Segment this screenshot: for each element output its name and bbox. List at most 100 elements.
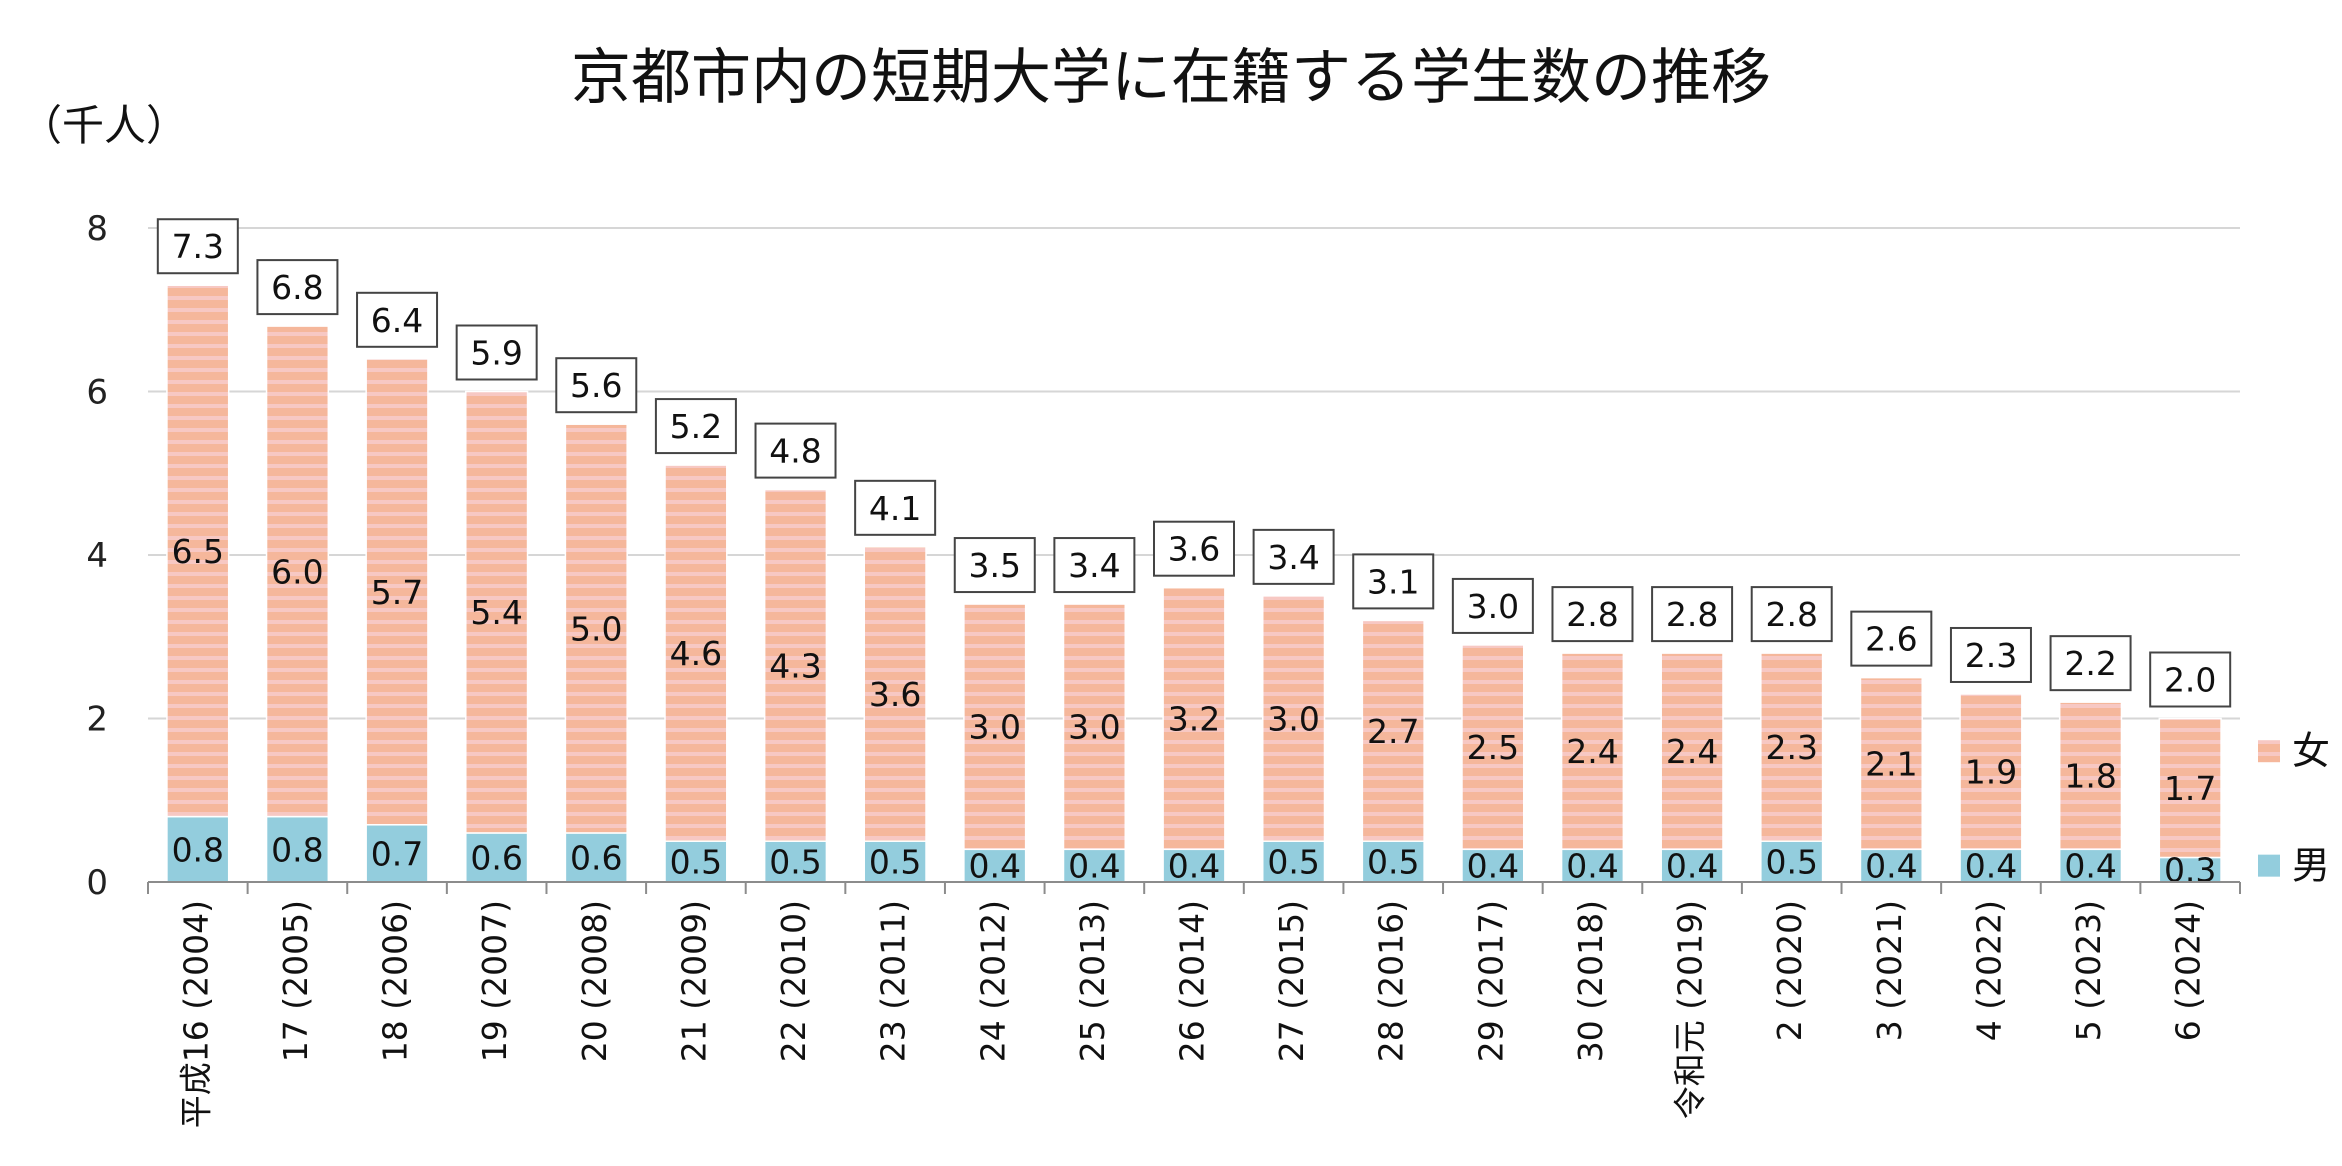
data-label-women: 5.7	[371, 573, 423, 612]
data-label-men: 0.8	[271, 830, 323, 869]
data-label-women: 1.9	[1965, 753, 2017, 792]
x-tick-label: 4 (2022)	[1969, 900, 2008, 1041]
x-tick-label: 18 (2006)	[376, 900, 415, 1062]
data-label-women: 3.6	[869, 675, 921, 714]
total-label: 2.0	[2164, 661, 2216, 700]
total-label-box	[455, 324, 538, 381]
y-tick-label: 0	[86, 863, 108, 903]
total-label: 2.8	[1566, 595, 1618, 634]
data-label-men: 0.7	[371, 834, 423, 873]
y-axis-ticks: 0 2 4 6 8	[86, 209, 108, 903]
data-label-men: 0.5	[670, 843, 722, 882]
total-label-box	[953, 537, 1036, 594]
bar-segment-women	[1660, 652, 1724, 851]
x-tick-label: 25 (2013)	[1073, 900, 1112, 1062]
bar-segment-women	[265, 325, 330, 818]
bar-segment-men	[166, 815, 230, 883]
bar-segment-men	[763, 840, 828, 883]
total-label: 6.8	[271, 268, 323, 307]
bar-segment-women	[365, 358, 429, 826]
total-label-box	[156, 218, 239, 275]
data-label-men: 0.4	[1965, 847, 2017, 886]
bar-segment-women	[1959, 693, 2023, 851]
total-label: 3.4	[1267, 538, 1319, 577]
bar-segment-women	[1461, 644, 1525, 851]
x-axis-tick-labels: 平成16 (2004) 17 (2005) 18 (2006) 19 (2007) 20…	[176, 900, 2207, 1128]
data-label-men: 0.5	[1765, 843, 1817, 882]
y-tick-label: 6	[86, 373, 108, 413]
total-label: 3.0	[1467, 587, 1519, 626]
total-label: 4.1	[869, 489, 921, 528]
legend: 女男	[2258, 729, 2330, 888]
x-tick-label: 令和元 (2019)	[1671, 900, 1710, 1119]
total-label-box	[1850, 610, 1933, 667]
x-tick-label: 30 (2018)	[1571, 900, 1610, 1062]
data-label-women: 5.0	[570, 610, 622, 649]
data-label-men: 0.5	[1267, 843, 1319, 882]
x-tick-label: 6 (2024)	[2169, 900, 2208, 1041]
bar-segment-women	[963, 603, 1027, 851]
data-label-women: 2.4	[1566, 732, 1618, 771]
bar-segment-women	[763, 488, 828, 842]
bar-segment-women	[465, 390, 529, 834]
bar-segment-women	[1162, 586, 1226, 851]
data-label-women: 2.5	[1467, 728, 1519, 767]
data-label-women: 3.0	[1267, 700, 1319, 739]
total-label-box	[1949, 626, 2032, 683]
total-label-box	[2149, 651, 2232, 708]
x-tick-label: 3 (2021)	[1870, 900, 1909, 1041]
total-label: 3.5	[969, 546, 1021, 585]
data-label-women: 1.7	[2164, 769, 2216, 808]
legend-item-women: 女	[2258, 729, 2330, 773]
legend-item-men: 男	[2258, 844, 2330, 888]
x-tick-label: 28 (2016)	[1372, 900, 1411, 1062]
bar-segment-men	[2058, 848, 2123, 883]
data-label-women: 4.3	[769, 646, 821, 685]
data-label-men: 0.4	[1168, 847, 1220, 886]
total-label-box	[654, 398, 737, 455]
legend-swatch	[2258, 854, 2280, 877]
data-label-women: 2.3	[1765, 728, 1817, 767]
bar-segment-men	[1660, 848, 1724, 883]
data-label-men: 0.4	[1566, 847, 1618, 886]
data-label-women: 2.4	[1666, 732, 1718, 771]
total-label: 3.6	[1168, 530, 1220, 569]
x-tick-label: 17 (2005)	[276, 900, 315, 1062]
bar-segment-men	[664, 840, 728, 883]
x-tick-label: 2 (2020)	[1770, 900, 1809, 1041]
data-label-women: 2.7	[1367, 712, 1419, 751]
bar-segment-men	[1461, 848, 1525, 883]
data-label-men: 0.8	[172, 830, 224, 869]
x-tick-label: 21 (2009)	[674, 900, 713, 1062]
bar-segment-women	[1859, 676, 1923, 851]
data-label-men: 0.5	[1367, 843, 1419, 882]
bar-segment-women	[1062, 603, 1127, 851]
total-label-box	[256, 259, 339, 316]
legend-label: 女	[2292, 729, 2330, 773]
chart-title: 京都市内の短期大学に在籍する学生数の推移	[571, 43, 1771, 113]
total-label: 4.8	[769, 432, 821, 471]
data-label-men: 0.4	[1865, 847, 1917, 886]
x-axis	[147, 881, 2241, 894]
bar-segment-women	[1361, 619, 1425, 842]
total-label-box	[1551, 586, 1634, 643]
data-label-men: 0.4	[2064, 847, 2116, 886]
bar-segment-women	[2158, 717, 2222, 859]
bar-segment-women	[1560, 652, 1625, 851]
bar-segment-men	[863, 840, 927, 883]
data-label-men: 0.4	[969, 847, 1021, 886]
total-label-box	[356, 291, 439, 348]
total-label: 3.4	[1068, 546, 1120, 585]
total-label: 2.2	[2064, 644, 2116, 683]
data-label-men: 0.5	[769, 843, 821, 882]
data-label-women: 4.6	[670, 634, 722, 673]
x-tick-label: 19 (2007)	[475, 900, 514, 1062]
bar-segment-men	[465, 832, 529, 883]
data-label-men: 0.5	[869, 843, 921, 882]
legend-label: 男	[2292, 844, 2330, 888]
bar-segment-women	[664, 464, 728, 842]
x-tick-label: 29 (2017)	[1471, 900, 1510, 1062]
x-tick-label: 26 (2014)	[1173, 900, 1212, 1062]
data-label-men: 0.6	[570, 838, 622, 877]
